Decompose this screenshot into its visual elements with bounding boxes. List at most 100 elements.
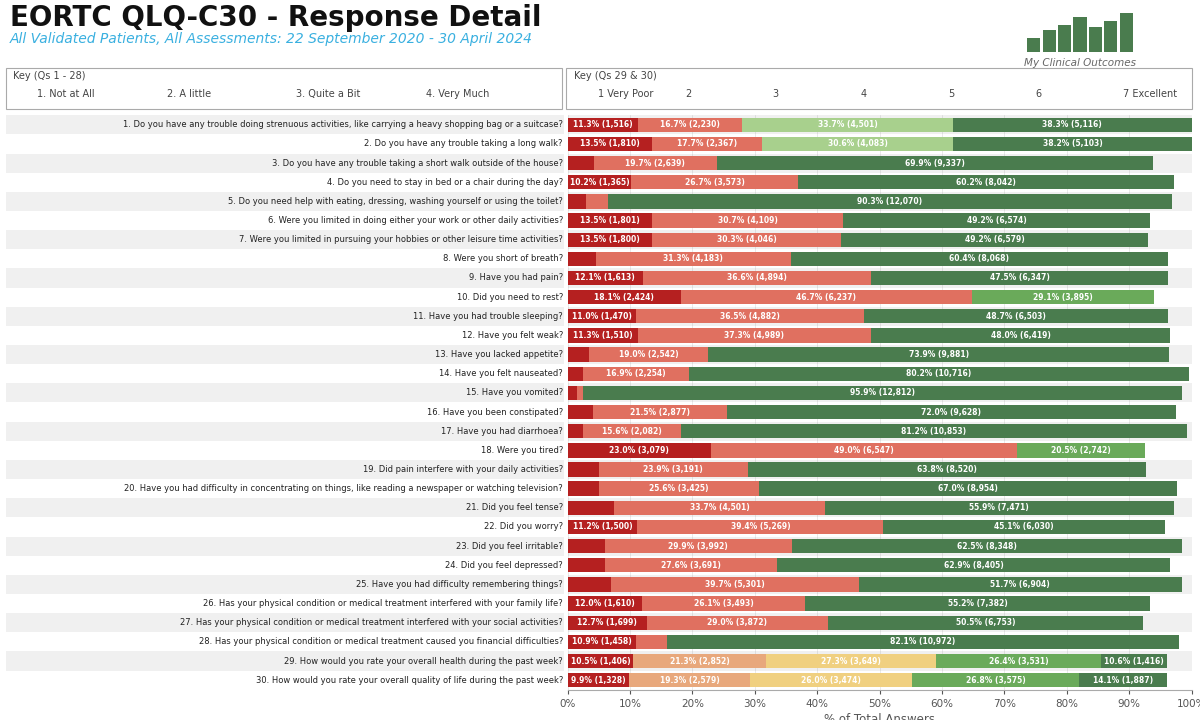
- Text: 72.0% (9,628): 72.0% (9,628): [922, 408, 982, 417]
- Text: 29.9% (3,992): 29.9% (3,992): [668, 541, 728, 551]
- Text: 73.9% (9,881): 73.9% (9,881): [908, 350, 968, 359]
- Bar: [6, 115, 564, 135]
- Text: 2. Do you have any trouble taking a long walk?: 2. Do you have any trouble taking a long…: [365, 140, 563, 148]
- Bar: [568, 249, 1192, 269]
- Text: 39.7% (5,301): 39.7% (5,301): [706, 580, 766, 589]
- Text: 11.3% (1,510): 11.3% (1,510): [574, 331, 632, 340]
- Bar: [568, 173, 1192, 192]
- Text: 25.6% (3,425): 25.6% (3,425): [649, 484, 708, 493]
- Text: 26. Has your physical condition or medical treatment interfered with your family: 26. Has your physical condition or medic…: [203, 599, 563, 608]
- Bar: [1079, 673, 1168, 688]
- Text: 11.3% (1,516): 11.3% (1,516): [574, 120, 632, 130]
- Bar: [568, 498, 1192, 518]
- Bar: [859, 577, 1182, 592]
- Bar: [568, 194, 587, 209]
- Text: 33.7% (4,501): 33.7% (4,501): [690, 503, 750, 513]
- Bar: [568, 632, 1192, 652]
- Bar: [6, 441, 564, 460]
- Text: 23.0% (3,079): 23.0% (3,079): [610, 446, 670, 455]
- Bar: [568, 115, 1192, 135]
- Bar: [841, 233, 1148, 247]
- Bar: [568, 364, 1192, 383]
- Bar: [871, 271, 1168, 285]
- Text: 46.7% (6,237): 46.7% (6,237): [797, 292, 857, 302]
- Bar: [568, 405, 593, 419]
- Bar: [638, 117, 743, 132]
- Bar: [568, 520, 637, 534]
- Bar: [568, 652, 1192, 670]
- Bar: [6, 364, 564, 383]
- Bar: [6, 153, 564, 173]
- Bar: [636, 309, 864, 323]
- Bar: [577, 386, 583, 400]
- Bar: [568, 635, 636, 649]
- Text: 36.5% (4,882): 36.5% (4,882): [720, 312, 780, 321]
- Text: 11. Have you had trouble sleeping?: 11. Have you had trouble sleeping?: [413, 312, 563, 321]
- Text: 9. Have you had pain?: 9. Have you had pain?: [469, 274, 563, 282]
- Bar: [6, 402, 564, 422]
- Text: 16.9% (2,254): 16.9% (2,254): [606, 369, 666, 378]
- Bar: [748, 462, 1146, 477]
- Bar: [6, 518, 564, 536]
- Text: 20. Have you had difficulty in concentrating on things, like reading a newspaper: 20. Have you had difficulty in concentra…: [124, 484, 563, 493]
- Text: 18.1% (2,424): 18.1% (2,424): [594, 292, 654, 302]
- Bar: [6, 613, 564, 632]
- Bar: [568, 192, 1192, 211]
- Bar: [689, 366, 1189, 381]
- Text: 10.6% (1,416): 10.6% (1,416): [1104, 657, 1164, 665]
- Text: 95.9% (12,812): 95.9% (12,812): [850, 388, 914, 397]
- Bar: [6, 307, 564, 326]
- Bar: [6, 173, 564, 192]
- Bar: [798, 175, 1174, 189]
- Bar: [568, 673, 629, 688]
- Bar: [871, 328, 1170, 343]
- Text: 55.9% (7,471): 55.9% (7,471): [970, 503, 1028, 513]
- Bar: [568, 345, 1192, 364]
- Bar: [634, 654, 766, 668]
- Text: 30.3% (4,046): 30.3% (4,046): [716, 235, 776, 244]
- Bar: [568, 482, 599, 496]
- Bar: [637, 520, 883, 534]
- Text: Key (Qs 1 - 28): Key (Qs 1 - 28): [13, 71, 85, 81]
- Bar: [680, 424, 1187, 438]
- Bar: [568, 156, 594, 170]
- Bar: [568, 558, 605, 572]
- Text: Key (Qs 29 & 30): Key (Qs 29 & 30): [574, 71, 656, 81]
- Text: 12.1% (1,613): 12.1% (1,613): [576, 274, 635, 282]
- Text: 15.6% (2,082): 15.6% (2,082): [602, 427, 661, 436]
- Text: 13. Have you lacked appetite?: 13. Have you lacked appetite?: [434, 350, 563, 359]
- Bar: [568, 307, 1192, 326]
- Text: 7. Were you limited in pursuing your hobbies or other leisure time activities?: 7. Were you limited in pursuing your hob…: [239, 235, 563, 244]
- Text: 6. Were you limited in doing either your work or other daily activities?: 6. Were you limited in doing either your…: [268, 216, 563, 225]
- Bar: [936, 654, 1102, 668]
- Bar: [6, 422, 564, 441]
- Text: 10.5% (1,406): 10.5% (1,406): [570, 657, 630, 665]
- Bar: [568, 613, 1192, 632]
- Text: All Validated Patients, All Assessments: 22 September 2020 - 30 April 2024: All Validated Patients, All Assessments:…: [10, 32, 533, 46]
- Bar: [568, 269, 1192, 287]
- Text: 33.7% (4,501): 33.7% (4,501): [817, 120, 877, 130]
- Bar: [883, 520, 1165, 534]
- Text: 29. How would you rate your overall health during the past week?: 29. How would you rate your overall heal…: [284, 657, 563, 665]
- Bar: [568, 117, 638, 132]
- Text: My Clinical Outcomes: My Clinical Outcomes: [1024, 58, 1135, 68]
- Bar: [716, 156, 1153, 170]
- Bar: [743, 117, 953, 132]
- Text: 36.6% (4,894): 36.6% (4,894): [727, 274, 787, 282]
- Text: 18. Were you tired?: 18. Were you tired?: [480, 446, 563, 455]
- Bar: [583, 366, 689, 381]
- Bar: [568, 616, 647, 630]
- Text: 30.7% (4,109): 30.7% (4,109): [718, 216, 778, 225]
- Text: 5. Do you need help with eating, dressing, washing yourself or using the toilet?: 5. Do you need help with eating, dressin…: [228, 197, 563, 206]
- Bar: [568, 575, 1192, 594]
- Text: 48.7% (6,503): 48.7% (6,503): [986, 312, 1046, 321]
- Bar: [1058, 24, 1072, 52]
- Bar: [583, 424, 680, 438]
- Text: 60.4% (8,068): 60.4% (8,068): [949, 254, 1009, 264]
- Text: 11.0% (1,470): 11.0% (1,470): [572, 312, 632, 321]
- Text: 13.5% (1,810): 13.5% (1,810): [580, 140, 640, 148]
- Text: 80.2% (10,716): 80.2% (10,716): [906, 369, 972, 378]
- Bar: [1027, 38, 1040, 52]
- Bar: [568, 366, 583, 381]
- Text: 1. Do you have any trouble doing strenuous activities, like carrying a heavy sho: 1. Do you have any trouble doing strenuo…: [122, 120, 563, 130]
